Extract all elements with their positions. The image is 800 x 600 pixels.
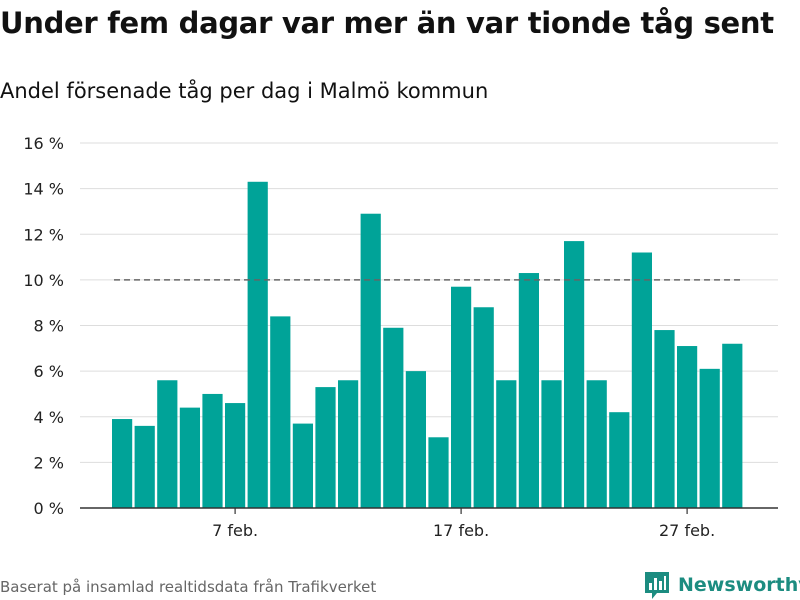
x-tick-label: 7 feb. [212,521,258,540]
bar [338,380,359,508]
axes [80,507,778,514]
bar [631,252,652,508]
chart-subtitle: Andel försenade tåg per dag i Malmö komm… [0,79,489,103]
tick-labels: 0 % 2 % 4 % 6 % 8 % 10 % 12 % 14 % 16 % 7 feb. 17 … [23,134,715,540]
bar [428,437,449,508]
bar [202,393,223,508]
bar [699,368,720,508]
bar [315,387,336,508]
bar [541,380,562,508]
bar [292,423,313,508]
bar [157,380,178,508]
brand-logo[interactable]: Newsworthy [644,570,800,600]
bar [134,425,155,508]
y-tick-label: 0 % [34,499,64,518]
x-tick-label: 17 feb. [433,521,489,540]
bar [518,273,539,508]
bar [473,307,494,508]
bar [451,286,472,508]
bar [609,412,630,508]
y-tick-label: 6 % [34,362,64,381]
bar [360,213,381,508]
y-tick-label: 4 % [34,408,64,427]
bar [179,407,200,508]
y-tick-label: 10 % [23,271,64,290]
bar [270,316,291,508]
newsworthy-logo-icon [645,572,669,599]
y-tick-label: 16 % [23,134,64,153]
y-tick-label: 2 % [34,453,64,472]
chart-title: Under fem dagar var mer än var tionde tå… [0,6,774,40]
y-tick-label: 12 % [23,225,64,244]
bars [112,181,743,508]
bar [405,371,426,508]
bar [496,380,517,508]
bar [564,241,585,508]
bar [112,419,133,508]
bar [677,346,698,508]
source-note: Baserat på insamlad realtidsdata från Tr… [0,578,377,596]
bar [383,327,404,508]
y-tick-label: 14 % [23,180,64,199]
x-tick-label: 27 feb. [659,521,715,540]
bar [225,403,246,508]
y-tick-label: 8 % [34,317,64,336]
bar [654,330,675,508]
bar [247,181,268,508]
bar [722,343,743,508]
brand-name: Newsworthy [678,574,800,596]
bar [586,380,607,508]
